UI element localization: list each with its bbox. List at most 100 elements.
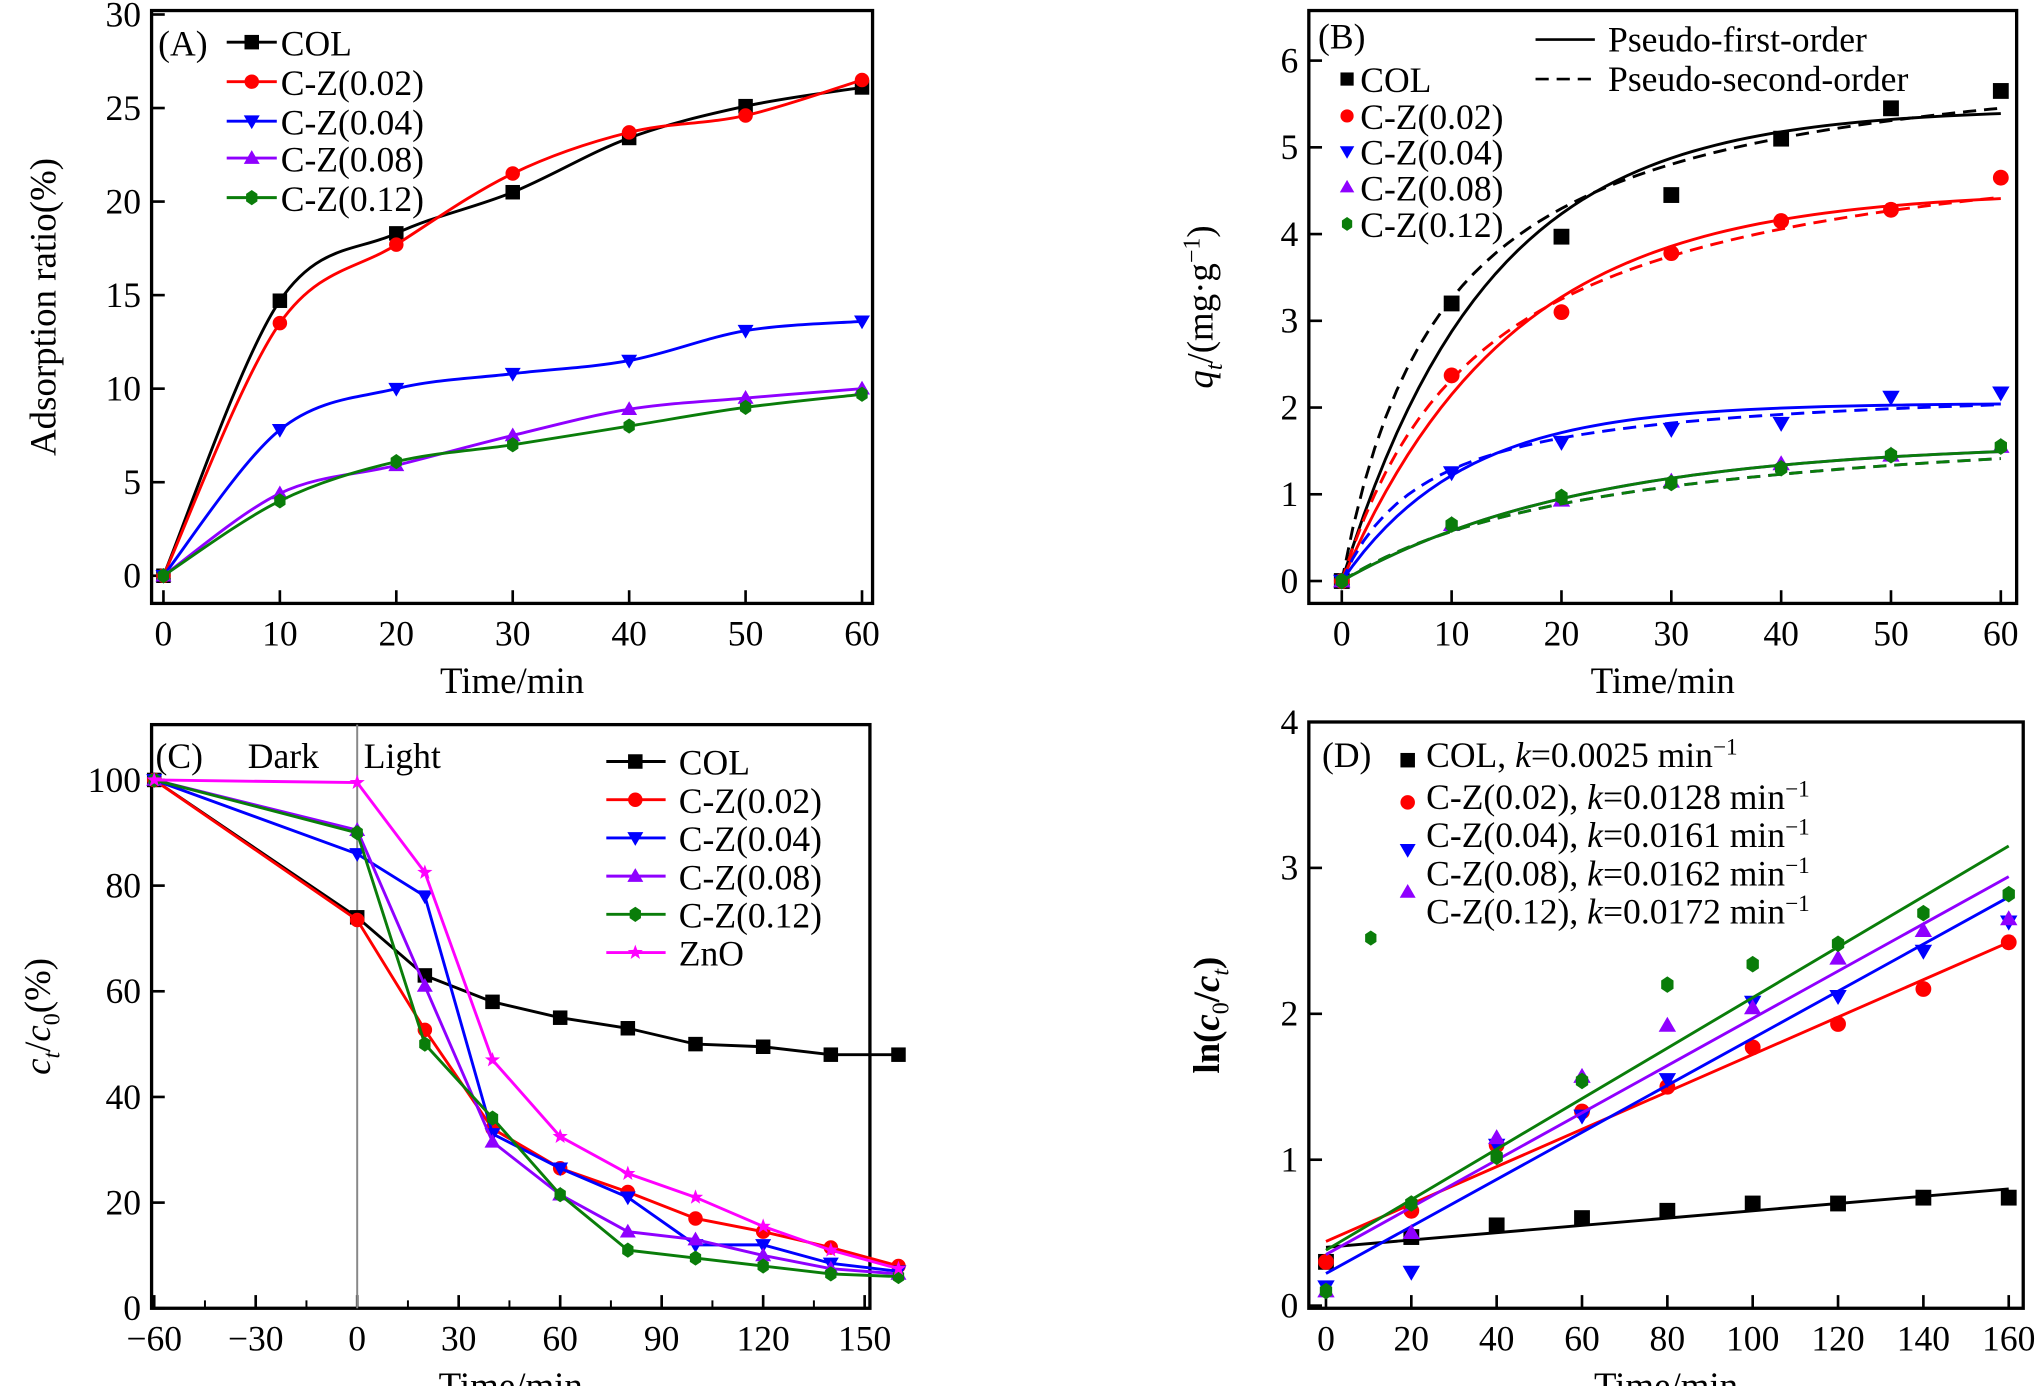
square-marker (1663, 187, 1680, 203)
x-tick-label: 60 (1564, 1318, 1600, 1358)
hexagon-marker (1405, 1195, 1418, 1212)
hexagon-marker (1341, 217, 1353, 231)
legend-label: ZnO (679, 934, 744, 974)
legend-label: C-Z(0.08) (679, 857, 822, 897)
y-tick-label: 4 (1281, 702, 1299, 742)
series-C-Z(0.08) (1333, 437, 2010, 588)
triangle-up-marker (1399, 883, 1416, 898)
square-marker (1553, 228, 1570, 245)
label-segment: =0.0172 min (1603, 892, 1785, 932)
legend-label: C-Z(0.08) (1360, 168, 1503, 208)
circle-marker (1992, 169, 2009, 186)
label-segment: k (1587, 815, 1604, 855)
circle-marker (738, 108, 753, 123)
triangle-down-marker (1772, 416, 1790, 432)
hexagon-marker (1665, 474, 1678, 492)
x-axis-label: Time/min (1594, 1365, 1738, 1386)
panel-label: (C) (156, 736, 203, 776)
label-segment: −1 (1785, 815, 1810, 841)
y-tick-label: 3 (1281, 848, 1299, 888)
square-marker (1992, 83, 2009, 99)
label-segment: 0 (39, 1013, 65, 1025)
triangle-down-marker (504, 367, 521, 382)
square-marker (1488, 1217, 1505, 1234)
hexagon-marker (507, 437, 519, 453)
square-marker (1400, 752, 1415, 768)
triangle-up-marker (243, 150, 260, 164)
circle-marker (1443, 367, 1460, 384)
label-segment: =0.0025 min (1531, 735, 1713, 775)
series-line (153, 778, 899, 1057)
label-segment: c (1186, 1014, 1227, 1030)
legend-label: C-Z(0.08) (281, 139, 424, 179)
x-tick-label: 0 (1333, 614, 1351, 654)
label-segment: t (1202, 362, 1228, 370)
hexagon-marker (825, 1266, 837, 1282)
triangle-up-marker (416, 978, 433, 992)
triangle-down-marker (621, 354, 638, 369)
triangle-down-marker (755, 1239, 772, 1253)
x-tick-label: 30 (441, 1318, 477, 1358)
circle-marker (1744, 1039, 1761, 1056)
circle-marker (349, 912, 365, 928)
series-C-Z(0.04) (1317, 895, 2018, 1296)
triangle-up-marker (271, 485, 288, 500)
triangle-up-marker (1658, 1016, 1677, 1032)
circle-marker (1663, 245, 1680, 262)
legend-label: C-Z(0.12) (1360, 205, 1503, 245)
y-tick-label: 2 (1281, 994, 1299, 1034)
hexagon-marker (351, 825, 363, 841)
plot-frame (1307, 8, 2019, 606)
y-axis-label: ct/c0(%) (17, 958, 65, 1075)
x-tick-label: −60 (126, 1318, 182, 1358)
square-marker (1744, 1195, 1761, 1212)
y-tick-label: 6 (1281, 40, 1299, 80)
circle-marker (1553, 304, 1570, 321)
triangle-up-marker (737, 390, 754, 404)
chart-panel-a: 0 10 20 30 40 50 60 0 5 10 15 20 25 30 Time/min Adsorpt… (22, 0, 879, 701)
x-tick-label: 150 (838, 1318, 891, 1358)
triangle-up-marker (484, 1133, 501, 1148)
label-segment: / (17, 1041, 58, 1052)
legend-label: C-Z(0.04) (679, 819, 822, 859)
plot-frame (149, 722, 872, 1310)
chart-panel-c: −60 −30 0 30 60 90 120 150 0 20 40 60 80 100 Time/min c… (17, 722, 907, 1386)
x-tick-label: 20 (379, 614, 415, 654)
y-tick-label: 0 (123, 556, 141, 596)
x-tick-label: 80 (1650, 1318, 1686, 1358)
hexagon-marker (554, 1187, 566, 1203)
y-tick-label: 10 (105, 369, 141, 409)
triangle-down-marker (1573, 1109, 1591, 1125)
star-marker (627, 944, 643, 959)
y-tick-label: 40 (105, 1077, 141, 1117)
label-segment: c (17, 1059, 58, 1075)
circle-marker (1340, 109, 1354, 123)
triangle-down-marker (1662, 422, 1681, 438)
circle-marker (389, 237, 404, 252)
circle-marker (1830, 1016, 1846, 1032)
series-C-Z(0.12) (148, 772, 905, 1285)
y-tick-label: 1 (1281, 474, 1299, 514)
x-tick-label: −30 (228, 1318, 284, 1358)
panel-label: (A) (158, 23, 207, 63)
square-marker (1830, 1195, 1846, 1212)
legend-label: C-Z(0.02) (679, 781, 822, 821)
triangle-down-marker (416, 890, 433, 905)
x-tick-label: 60 (1983, 614, 2019, 654)
square-marker (620, 1021, 636, 1036)
triangle-down-marker (349, 848, 366, 862)
label-segment: Adsorption ratio(%) (22, 158, 64, 456)
star-marker (484, 1051, 501, 1067)
circle-marker (1773, 213, 1790, 229)
hexagon-marker (629, 906, 641, 922)
hexagon-marker (757, 1258, 769, 1274)
label-segment: t (39, 1051, 65, 1059)
x-tick-label: 120 (736, 1318, 789, 1358)
label-segment: 0 (1208, 1002, 1234, 1014)
square-marker (1915, 1189, 1932, 1206)
hexagon-marker (1335, 572, 1348, 590)
x-tick-label: 40 (1479, 1318, 1515, 1358)
triangle-down-marker (1992, 386, 2010, 402)
hexagon-marker (1490, 1148, 1503, 1166)
